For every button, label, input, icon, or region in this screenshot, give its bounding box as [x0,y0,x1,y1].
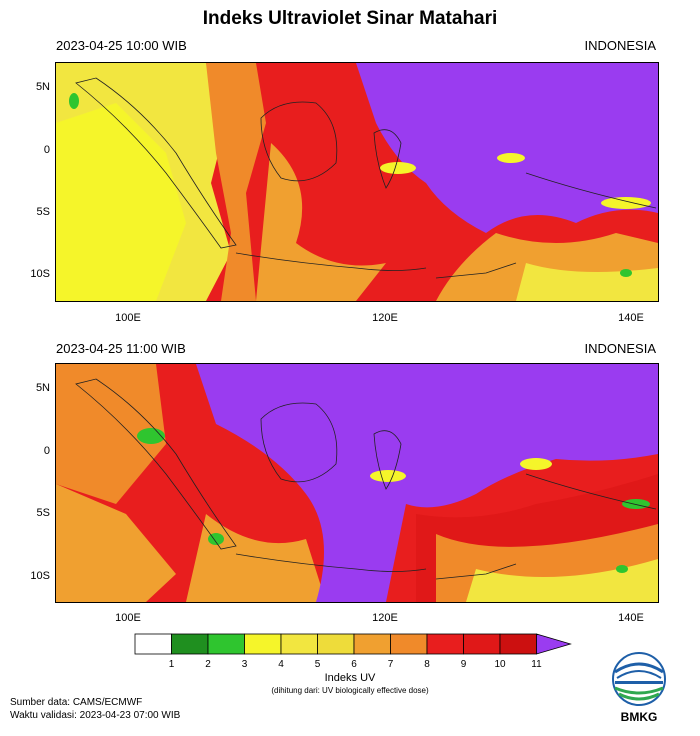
lat-label-0-1: 0 [43,144,50,156]
colorbar-label: 2 [205,659,211,670]
colorbar-segment [353,633,391,655]
uv-colorbar [134,633,572,655]
colorbar-segment [390,633,428,655]
uv-map-panel-1 [55,62,659,302]
panel-2-region: INDONESIA [584,341,656,356]
colorbar-title: Indeks UV [324,672,376,684]
colorbar-label: 11 [531,659,542,670]
lat-label-0-2: 0 [43,445,50,457]
bmkg-logo-text: BMKG [620,710,658,724]
colorbar-arrow [536,633,572,655]
map-title: Indeks Ultraviolet Sinar Matahari [202,8,498,29]
lon-label-120e-1: 120E [372,312,398,324]
lat-label-5s-2: 5S [36,507,50,519]
colorbar-segment [463,633,501,655]
colorbar-segment [280,633,318,655]
colorbar-segment [317,633,355,655]
colorbar-segment [134,633,172,655]
colorbar-subtitle: (dihitung dari: UV biologically effectiv… [271,686,429,695]
lon-label-120e-2: 120E [372,612,398,624]
lon-label-140e-2: 140E [618,612,644,624]
colorbar-label: 9 [460,659,467,670]
colorbar-label: 7 [387,659,394,670]
lat-label-5n-2: 5N [35,382,50,394]
colorbar-label: 8 [424,659,430,670]
uv-map-panel-2 [55,363,659,603]
colorbar-segment [171,633,209,655]
lat-label-5s-1: 5S [36,206,50,218]
colorbar-segment [426,633,464,655]
colorbar-label: 6 [351,659,357,670]
lat-label-10s-2: 10S [30,570,50,582]
panel-1-time: 2023-04-25 10:00 WIB [56,38,187,53]
lon-label-140e-1: 140E [618,312,644,324]
panel-2-time: 2023-04-25 11:00 WIB [56,341,186,356]
colorbar-segment [499,633,537,655]
colorbar-segment [207,633,245,655]
colorbar-label: 3 [241,659,248,670]
bmkg-logo-icon [612,652,666,706]
lat-label-5n-1: 5N [35,81,50,93]
lon-label-100e-1: 100E [115,312,141,324]
panel-1-region: INDONESIA [584,38,656,53]
lat-label-10s-1: 10S [30,268,50,280]
validity-time: Waktu validasi: 2023-04-23 07:00 WIB [10,710,181,721]
lon-label-100e-2: 100E [115,612,141,624]
colorbar-label: 4 [278,659,284,670]
data-source: Sumber data: CAMS/ECMWF [10,697,143,708]
colorbar-label: 1 [168,659,175,670]
colorbar-segment [244,633,282,655]
colorbar-label: 5 [314,659,321,670]
colorbar-label: 10 [494,659,506,670]
